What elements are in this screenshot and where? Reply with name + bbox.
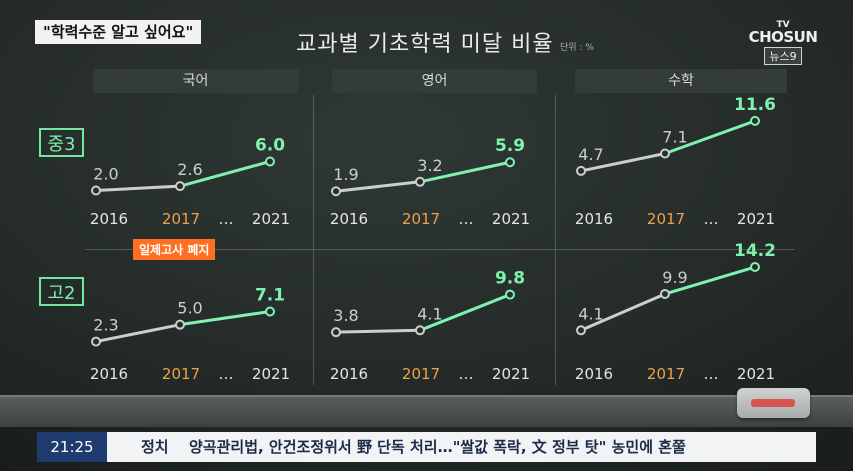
x-tick-label: … — [219, 365, 234, 383]
x-tick-label: 2017 — [647, 365, 685, 383]
data-point — [265, 306, 275, 317]
data-point — [505, 157, 515, 168]
data-point — [265, 156, 275, 167]
quote-banner: "학력수준 알고 싶어요" — [35, 20, 202, 44]
x-tick-label: … — [459, 365, 474, 383]
data-point — [175, 319, 185, 330]
series-segment-highlight — [663, 265, 757, 296]
grid-divider — [85, 249, 795, 250]
annotation-tag: 일제고사 폐지 — [133, 239, 216, 260]
data-point — [576, 165, 586, 176]
data-point — [91, 336, 101, 347]
data-label: 2.6 — [177, 160, 202, 179]
logo-line-3: 뉴스9 — [764, 47, 802, 65]
x-tick-label: … — [704, 365, 719, 383]
x-tick-label: 2016 — [575, 210, 613, 228]
data-point — [750, 262, 760, 273]
series-segment-highlight — [418, 160, 512, 184]
data-label: 1.9 — [333, 165, 358, 184]
data-label: 3.2 — [417, 156, 442, 175]
unit-label: 단위 : % — [560, 43, 594, 53]
series-segment-highlight — [663, 119, 757, 156]
x-tick-label: 2017 — [162, 210, 200, 228]
data-label: 5.0 — [177, 299, 202, 318]
x-tick-label: 2021 — [492, 210, 530, 228]
x-tick-label: 2017 — [402, 365, 440, 383]
line-charts: 2.0 2.6 6.0 2016 2017 … 2021 1.9 3.2 5.9 2016 2017 …… — [90, 95, 776, 383]
data-point — [505, 289, 515, 300]
column-header-english: 영어 — [332, 69, 537, 93]
chalk-tray — [0, 395, 853, 427]
data-label: 2.0 — [93, 165, 118, 184]
grid-divider — [555, 95, 556, 385]
data-label: 9.9 — [662, 268, 687, 287]
x-tick-label: 2021 — [492, 365, 530, 383]
chart-title: 교과별 기초학력 미달 비율 — [296, 32, 554, 57]
data-label: 5.9 — [495, 136, 525, 156]
x-tick-label: 2016 — [330, 365, 368, 383]
x-tick-label: 2016 — [90, 210, 128, 228]
series-segment-highlight — [418, 293, 512, 332]
data-label: 4.1 — [578, 304, 603, 323]
row-label-high2: 고2 — [39, 277, 84, 306]
data-point — [660, 288, 670, 299]
x-tick-label: … — [459, 210, 474, 228]
eraser-icon — [737, 388, 810, 418]
x-tick-label: 2021 — [737, 210, 775, 228]
series-segment-highlight — [178, 160, 272, 188]
data-point — [331, 327, 341, 338]
data-point — [750, 115, 760, 126]
data-label: 7.1 — [662, 128, 687, 147]
broadcaster-logo: TV CHOSUN 뉴스9 — [746, 20, 820, 65]
data-point — [576, 325, 586, 336]
series-segment — [334, 180, 422, 193]
data-label: 3.8 — [333, 306, 358, 325]
data-label: 14.2 — [734, 241, 776, 261]
x-tick-label: 2016 — [575, 365, 613, 383]
ticker-time: 21:25 — [37, 432, 107, 462]
data-point — [660, 148, 670, 159]
data-point — [331, 186, 341, 197]
ticker-headline: 양곡관리법, 안건조정위서 野 단독 처리…"쌀값 폭락, 文 정부 탓" 농민… — [189, 438, 686, 456]
x-tick-label: 2021 — [252, 210, 290, 228]
series-segment-highlight — [178, 310, 272, 327]
data-label: 6.0 — [255, 136, 285, 156]
data-point — [415, 325, 425, 336]
column-header-math: 수학 — [575, 69, 787, 93]
x-tick-label: 2021 — [737, 365, 775, 383]
logo-line-1: TV — [776, 20, 790, 30]
series-segment — [334, 328, 422, 334]
data-label: 9.8 — [495, 269, 525, 289]
series-segment — [579, 292, 667, 332]
x-tick-label: 2017 — [647, 210, 685, 228]
x-tick-label: 2017 — [162, 365, 200, 383]
data-point — [175, 181, 185, 192]
x-tick-label: 2021 — [252, 365, 290, 383]
series-segment — [579, 152, 667, 173]
series-segment — [94, 323, 182, 344]
logo-line-2: CHOSUN — [748, 28, 818, 46]
series-segment — [94, 184, 182, 192]
data-label: 7.1 — [255, 286, 285, 306]
news-ticker: 21:25 정치 양곡관리법, 안건조정위서 野 단독 처리…"쌀값 폭락, 文… — [37, 432, 816, 462]
ticker-category: 정치 — [141, 438, 169, 456]
x-tick-label: 2016 — [90, 365, 128, 383]
x-tick-label: 2016 — [330, 210, 368, 228]
data-label: 2.3 — [93, 316, 118, 335]
data-point — [415, 176, 425, 187]
x-tick-label: … — [704, 210, 719, 228]
data-label: 4.1 — [417, 304, 442, 323]
data-point — [91, 185, 101, 196]
column-header-korean: 국어 — [93, 69, 298, 93]
row-label-middle3: 중3 — [39, 128, 84, 157]
grid-divider — [313, 95, 314, 385]
data-label: 4.7 — [578, 145, 603, 164]
data-label: 11.6 — [734, 95, 776, 115]
x-tick-label: 2017 — [402, 210, 440, 228]
x-tick-label: … — [219, 210, 234, 228]
